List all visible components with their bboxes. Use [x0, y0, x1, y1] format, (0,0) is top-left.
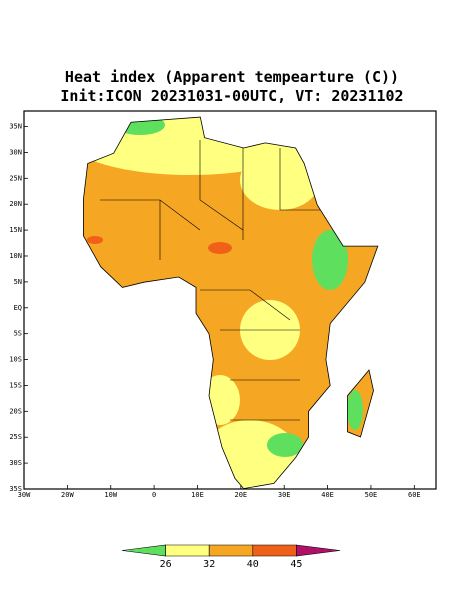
x-tick-label: 30E [278, 491, 291, 499]
colorbar-label: 26 [160, 559, 172, 570]
map-frame [23, 110, 437, 490]
x-tick-label: 0 [152, 491, 156, 499]
colorbar-box [165, 544, 210, 557]
y-tick-label: 15S [9, 381, 22, 389]
x-tick-label: 10E [191, 491, 204, 499]
y-tick-label: 35N [9, 123, 22, 131]
heat-field [83, 117, 378, 489]
colorbar-box [208, 544, 254, 557]
x-tick-label: 20W [61, 491, 74, 499]
y-tick-label: 10N [9, 252, 22, 260]
y-tick-label: 20S [9, 407, 22, 415]
y-tick-label: 25N [9, 174, 22, 182]
y-tick-label: 30N [9, 148, 22, 156]
y-tick-label: 15N [9, 226, 22, 234]
colorbar-label: 32 [203, 559, 215, 570]
colorbar-label: 45 [290, 559, 302, 570]
y-tick-label: 25S [9, 433, 22, 441]
colorbar-label: 40 [247, 559, 259, 570]
colorbar-box [296, 544, 341, 557]
subtitle: Init:ICON 20231031-00UTC, VT: 20231102 [60, 87, 403, 105]
y-tick-label: 10S [9, 356, 22, 364]
x-tick-label: 20E [235, 491, 248, 499]
y-tick-label: 20N [9, 200, 22, 208]
x-tick-label: 60E [408, 491, 421, 499]
y-tick-label: 30S [9, 459, 22, 467]
y-tick-label: 5S [14, 330, 22, 338]
colorbar-box [121, 544, 166, 557]
x-tick-label: 10W [104, 491, 117, 499]
y-tick-label: 5N [14, 278, 22, 286]
coastline [83, 116, 379, 490]
y-tick-label: EQ [14, 304, 22, 312]
colorbar-box [252, 544, 297, 557]
title: Heat index (Apparent tempearture (C)) [65, 68, 399, 86]
x-tick-label: 30W [18, 491, 31, 499]
x-tick-label: 40E [321, 491, 334, 499]
x-tick-label: 50E [365, 491, 378, 499]
y-tick-label: 35S [9, 485, 22, 493]
